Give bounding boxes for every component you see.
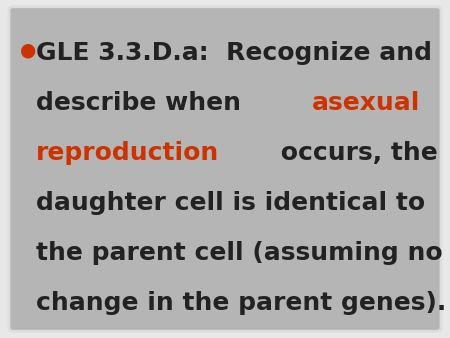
Text: describe when: describe when	[36, 91, 250, 115]
Text: GLE 3.3.D.a:  Recognize and: GLE 3.3.D.a: Recognize and	[36, 41, 432, 65]
Text: daughter cell is identical to: daughter cell is identical to	[36, 191, 425, 215]
Text: the parent cell (assuming no: the parent cell (assuming no	[36, 241, 443, 265]
Text: reproduction: reproduction	[36, 141, 219, 165]
Text: ●: ●	[20, 41, 36, 59]
Text: asexual: asexual	[312, 91, 420, 115]
FancyBboxPatch shape	[9, 7, 441, 331]
Text: change in the parent genes).: change in the parent genes).	[36, 291, 446, 315]
Text: occurs, the: occurs, the	[272, 141, 438, 165]
